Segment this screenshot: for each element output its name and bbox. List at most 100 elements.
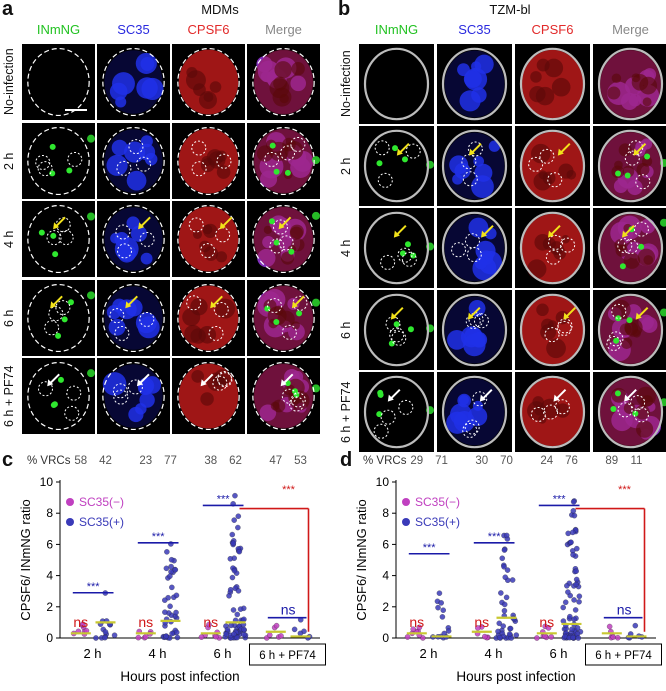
data-point (438, 600, 444, 606)
panel_a-channel-inmng: INmNG (36, 22, 81, 37)
x-tick-label: 4 h (148, 646, 166, 661)
data-point (93, 635, 99, 641)
dark-spot (637, 248, 656, 267)
ns-label: ns (474, 614, 489, 630)
data-point (574, 545, 580, 552)
dark-spot (529, 85, 546, 103)
vrc-circle (46, 230, 62, 246)
vrc-circle (44, 319, 60, 335)
data-point (241, 626, 247, 633)
sig-label: *** (553, 493, 567, 505)
vrc-circle (380, 254, 396, 270)
data-point (135, 634, 142, 641)
vrc-label: % VRCs (363, 455, 407, 467)
arrow-head-icon (469, 148, 476, 156)
speckle (459, 90, 481, 112)
y-tick-label: 8 (46, 506, 53, 520)
nucleus-outline (597, 375, 664, 449)
vrc-circle (136, 156, 152, 172)
panel_b-tile-inmng (359, 372, 434, 452)
arrow-head-icon (50, 300, 57, 308)
data-point (572, 607, 579, 613)
x-axis-label: Hours post infection (456, 669, 575, 684)
speckle (140, 134, 153, 147)
data-point (507, 625, 514, 632)
vrc-value: 53 (294, 455, 307, 467)
data-point (297, 630, 304, 637)
data-point (500, 623, 506, 629)
panel_b-channel-inmng: INmNG (374, 22, 419, 37)
vrc-circle (64, 405, 80, 421)
vrc-circle (623, 239, 639, 255)
dark-spot (642, 97, 652, 107)
vrc-circle (58, 230, 74, 246)
arrow-head-icon (219, 222, 226, 230)
dark-spot (620, 337, 633, 349)
data-point (569, 529, 576, 536)
panel_a-tile-merge (247, 358, 320, 434)
nucleus-fill (521, 131, 584, 201)
dark-spot (198, 325, 217, 344)
speckle (108, 318, 126, 336)
vrc-circle (466, 247, 482, 263)
data-point (632, 622, 639, 629)
nucleus-outline (27, 204, 90, 274)
data-point (163, 565, 170, 572)
y-tick-label: 6 (382, 537, 389, 551)
data-point (278, 633, 284, 639)
dark-spot (273, 76, 287, 91)
dark-spot (200, 392, 214, 406)
nucleus-outline (441, 47, 508, 121)
data-point (164, 549, 170, 555)
vrc-circle (38, 381, 54, 397)
data-point (496, 634, 503, 641)
speckle (141, 77, 164, 101)
legend-label: SC35(−) (79, 495, 124, 509)
arrow-head-icon (125, 300, 132, 308)
nucleus-outline (252, 204, 315, 274)
nucleus-outline (363, 375, 430, 449)
vrc-circle (398, 399, 414, 415)
panel_b-tile-sc35 (437, 126, 512, 206)
nucleus-outline (519, 211, 586, 285)
arrow-head-icon (291, 300, 298, 308)
panel_b-tile-inmng (359, 44, 434, 124)
vrc-circle (67, 151, 83, 167)
panel_b-tile-cpsf6 (515, 208, 590, 288)
panel_b-tile-sc35 (437, 44, 512, 124)
data-point (506, 631, 513, 637)
data-point (227, 556, 234, 562)
data-point (570, 634, 576, 641)
panel_b-tile-cpsf6 (515, 126, 590, 206)
dark-spot (536, 303, 549, 317)
panel_a-row-label: 2 h (2, 151, 16, 170)
vrc-circle (278, 235, 294, 251)
panel_a-row-label: 6 h + PF74 (2, 365, 16, 427)
data-point (562, 599, 569, 606)
sig-label: *** (217, 493, 231, 505)
green-spot (87, 369, 95, 378)
dark-spot (206, 372, 226, 392)
speckle (457, 393, 471, 408)
green-spot (49, 143, 56, 150)
dark-spot (272, 87, 292, 107)
speckle (473, 155, 485, 167)
dark-spot (639, 76, 658, 95)
data-point (168, 563, 174, 570)
vrc-circle (290, 392, 306, 408)
green-spot (610, 405, 617, 412)
panel_b-row-label: 2 h (339, 157, 353, 175)
data-point (606, 623, 613, 630)
vrc-circle (35, 154, 51, 170)
speckle (468, 300, 486, 317)
panel_b-row-label: No-infection (339, 50, 353, 118)
speckle (109, 82, 128, 101)
nucleus-outline (597, 293, 664, 367)
speckle (447, 330, 467, 350)
data-point (548, 634, 555, 640)
vrc-circle (547, 172, 563, 188)
nucleus-fill (178, 206, 239, 272)
vrc-circle (464, 419, 480, 435)
vrc-circle (556, 320, 572, 336)
dark-spot (546, 338, 566, 359)
